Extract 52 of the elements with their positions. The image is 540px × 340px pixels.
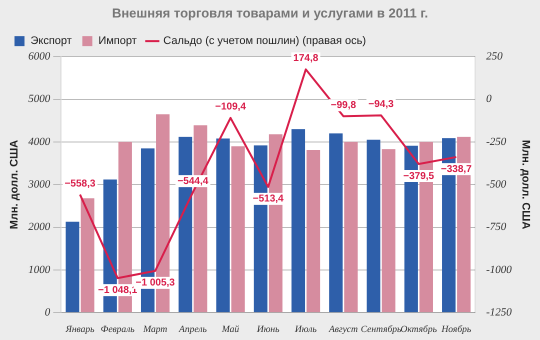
y-tick-label: 4000	[28, 136, 51, 148]
data-label: −94,3	[368, 99, 394, 110]
bar	[366, 140, 380, 312]
bar	[344, 142, 358, 312]
bar	[329, 133, 343, 312]
x-tick-label: Сентябрь	[360, 324, 402, 335]
y-tick-label: 2000	[28, 221, 51, 234]
y2-tick-label: -500	[486, 178, 507, 190]
x-tick-label: Февраль	[100, 324, 136, 335]
x-tick-label: Июнь	[256, 324, 280, 335]
y2-tick-label: -250	[486, 136, 507, 148]
y-tick-label: 5000	[28, 93, 51, 106]
bar	[292, 129, 306, 312]
y2-tick-label: 250	[486, 50, 504, 62]
chart-title: Внешняя торговля товарами и услугами в 2011 г.	[112, 5, 428, 20]
data-label: −558,3	[64, 178, 96, 190]
x-tick-label: Январь	[64, 324, 96, 335]
y-tick-label: 0	[44, 306, 51, 318]
data-label: −544,4	[177, 176, 209, 187]
data-label: −338,7	[440, 164, 472, 175]
bar	[382, 149, 396, 312]
bar	[231, 146, 245, 312]
y-tick-label: 3000	[27, 178, 51, 190]
x-tick-label: Июль	[294, 324, 318, 335]
data-label: −1 048,1	[98, 284, 138, 296]
y2-tick-label: -1000	[486, 264, 512, 276]
y2-tick-label: -750	[486, 221, 507, 234]
x-tick-label: Март	[142, 324, 168, 335]
x-tick-label: Апрель	[178, 324, 208, 335]
data-label: −513,4	[252, 194, 284, 205]
y-tick-label: 1000	[28, 264, 51, 276]
y2-tick-label: 0	[486, 93, 492, 106]
x-tick-label: Ноябрь	[440, 324, 472, 335]
data-label: −1 005,3	[136, 278, 176, 289]
legend-label: Сальдо (с учетом пошлин) (правая ось)	[163, 35, 366, 48]
bar	[216, 138, 230, 312]
bar	[80, 198, 94, 312]
y2-axis-title: Млн. долл. США	[519, 140, 532, 230]
x-tick-label: Август	[328, 324, 358, 335]
data-label: 174,8	[293, 53, 319, 64]
data-label: −109,4	[215, 102, 246, 113]
y-axis-title: Млн. долл. США	[8, 140, 21, 230]
data-label: −379,5	[403, 170, 435, 182]
y2-tick-label: -1250	[486, 306, 512, 318]
y-tick-label: 6000	[28, 50, 51, 62]
bar	[66, 222, 80, 312]
data-label: −99,8	[330, 100, 357, 112]
legend-label: Импорт	[98, 35, 137, 48]
legend-label: Экспорт	[30, 35, 72, 48]
bar	[306, 150, 320, 312]
x-tick-label: Октябрь	[400, 324, 438, 335]
x-tick-label: Май	[220, 324, 240, 335]
